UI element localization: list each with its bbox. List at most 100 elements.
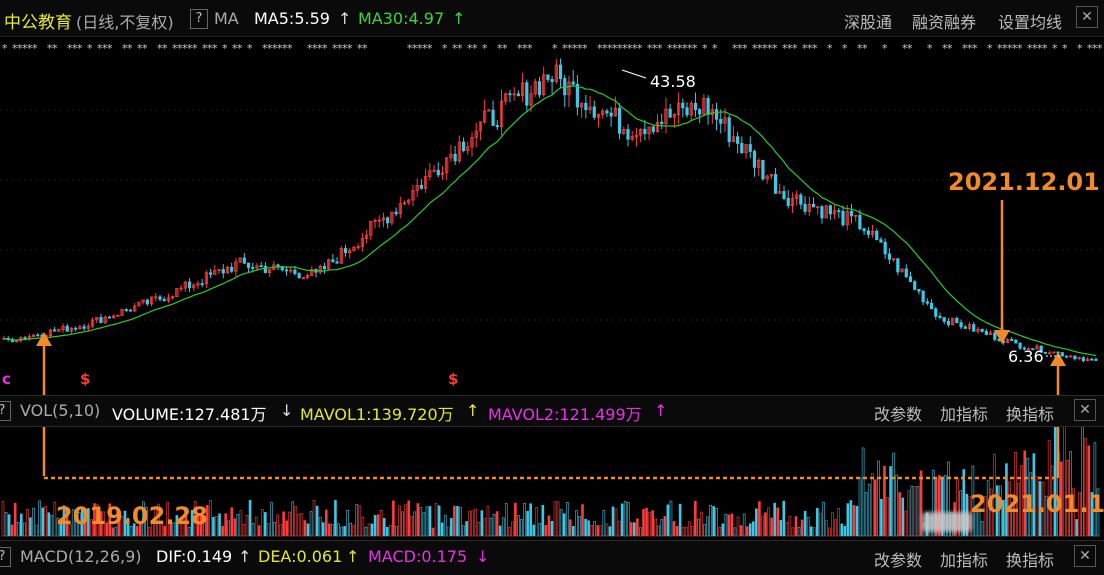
macd-close-icon[interactable]: ✕ [1074,545,1096,567]
event-marker: * [332,42,338,55]
volume-bar [797,526,801,537]
volume-switch-indicator-button[interactable]: 换指标 [1006,405,1055,424]
candle-body [268,269,272,273]
period-label[interactable]: (日线,不复权) [76,13,174,32]
candle-body [57,329,61,332]
macd-indicator-label[interactable]: MACD(12,26,9) [20,547,142,566]
volume-add-indicator-button[interactable]: 加指标 [940,405,989,424]
event-marker: * [517,42,523,55]
volume-bar [995,485,999,537]
volume-bar [309,511,313,537]
candle-body [963,326,967,329]
volume-bar [776,507,780,537]
event-marker: * [417,42,423,55]
marker-s-1[interactable]: $ [80,370,91,388]
candle-body [52,329,57,332]
volume-bar [870,473,874,537]
macd-switch-indicator-button[interactable]: 换指标 [1006,551,1055,570]
help-button[interactable]: ? [190,9,208,29]
candle-body [951,317,955,326]
volume-close-icon[interactable]: ✕ [1074,399,1096,421]
event-marker: * [2,42,8,55]
candle-body [655,121,660,132]
volume-bar [971,465,975,537]
volume-bar [901,497,905,537]
volume-edit-params-button[interactable]: 改参数 [874,405,923,424]
event-marker: * [972,42,978,55]
tab-set-ma[interactable]: 设置均线 [998,13,1063,32]
candle-body [622,129,626,134]
candle-body [449,153,453,159]
volume-bar [617,520,621,537]
volume-bar [748,523,752,537]
volume-bar [739,525,743,537]
candle-body [887,253,892,260]
tab-shenzhen-connect[interactable]: 深股通 [844,13,893,32]
event-marker: * [562,42,568,55]
volume-bar [315,505,319,537]
tab-margin-trading[interactable]: 融资融券 [912,13,977,32]
volume-bar [93,503,96,537]
candle-body [69,327,74,332]
volume-bar [947,461,950,537]
event-markers-row: * * * * * * * * * * * * * * * * * * * * * * * * * * * * * * * * * * * * * * * *… [2,42,1103,55]
volume-bar [751,521,755,537]
marker-c[interactable]: c [2,370,11,388]
event-marker: * [202,42,208,55]
event-marker: * [962,42,968,55]
candle-body [289,269,293,272]
event-marker: * [172,42,178,55]
volume-bar [145,506,148,537]
candle-body [124,309,128,311]
macd-arrow-icon: ↓ [476,547,490,566]
candle-body [626,129,630,140]
volume-bar [605,523,609,537]
macd-help-button[interactable]: ? [0,547,11,567]
candle-body [542,74,546,96]
volume-bar [843,525,847,537]
macd-edit-params-button[interactable]: 改参数 [874,551,923,570]
candle-body [322,266,327,270]
volume-bar [68,524,72,537]
volume-bar [745,526,749,537]
stock-name[interactable]: 中公教育 [4,13,72,33]
volume-bar [224,513,227,537]
event-marker: * [67,42,73,55]
volume-bar [358,505,362,537]
close-icon[interactable]: ✕ [1076,6,1098,28]
volume-bar [1050,465,1054,537]
candle-body [461,141,466,151]
event-marker: * [732,42,738,55]
volume-bar [285,520,288,537]
date-label-start: 2019.02.28 [56,502,208,530]
volume-bar [877,460,880,537]
volume-bar [992,453,996,537]
volume-bar [44,506,48,537]
volume-bar [816,507,819,537]
volume-bar [514,502,517,537]
volume-bar [13,503,17,537]
volume-bar [364,526,368,537]
volume-bar [703,524,706,537]
volume-bar [263,512,267,537]
volume-help-button[interactable]: ? [0,401,11,421]
volume-bar [77,512,81,537]
volume-bar [809,526,813,537]
event-marker: * [72,42,78,55]
ma30-arrow-icon: ↑ [452,9,466,28]
candle-body [799,194,803,205]
candle-body [849,210,854,217]
volume-indicator-label[interactable]: VOL(5,10) [20,401,101,420]
volume-bar [169,523,173,537]
candle-body [592,106,596,118]
candle-body [938,315,942,318]
volume-bar [1096,488,1100,537]
marker-s-2[interactable]: $ [448,370,459,388]
macd-add-indicator-button[interactable]: 加指标 [940,551,989,570]
event-marker: * [967,42,973,55]
event-marker: * [502,42,508,55]
candle-body [183,281,187,289]
volume-bar [422,512,426,537]
ma-label[interactable]: MA [214,9,239,28]
volume-bar [999,485,1002,537]
